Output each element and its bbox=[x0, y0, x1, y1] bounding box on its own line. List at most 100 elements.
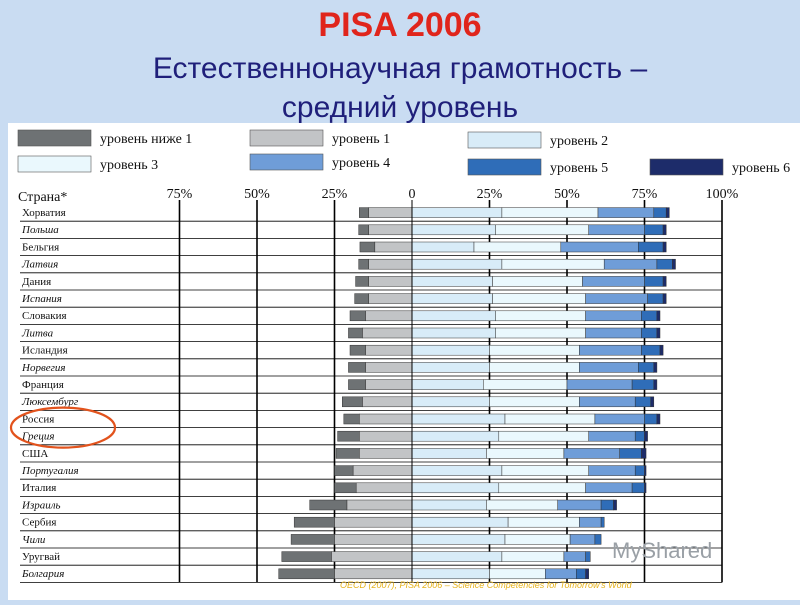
country-label: Болгария bbox=[21, 568, 64, 580]
country-label: Израиль bbox=[21, 499, 61, 511]
bar-segment-level2 bbox=[411, 327, 496, 339]
chart-panel: уровень ниже 1 уровень 1 уровень 2 уровень … bbox=[8, 123, 800, 600]
bar-segment-level5 bbox=[647, 293, 664, 304]
bar-segment-level5 bbox=[634, 430, 645, 442]
legend-label-3: уровень 3 bbox=[100, 158, 158, 173]
country-label: Россия bbox=[22, 413, 54, 425]
bar-segment-level1 bbox=[368, 276, 413, 287]
bar-segment-level5 bbox=[576, 568, 586, 580]
bar-segment-level4 bbox=[585, 293, 648, 304]
bar-segment-level3 bbox=[501, 551, 565, 562]
bar-segment-level2 bbox=[411, 362, 490, 373]
bar-segment-level5 bbox=[634, 465, 645, 476]
watermark-text: MyShared bbox=[612, 538, 713, 563]
legend-swatch-6 bbox=[649, 158, 724, 176]
source-footnote: OECD (2007), PISA 2006 – Science Compete… bbox=[340, 580, 632, 590]
bar-segment-level6 bbox=[653, 362, 658, 373]
tick-label: 50% bbox=[554, 187, 580, 202]
bar-segment-level3 bbox=[495, 327, 586, 339]
bar-segment-level4 bbox=[569, 534, 596, 545]
bar-segment-level2 bbox=[411, 310, 496, 322]
bar-segment-level4 bbox=[588, 430, 636, 442]
legend-label-6: уровень 6 bbox=[732, 161, 790, 176]
bar-segment-level2 bbox=[411, 413, 506, 425]
axis-title: Страна* bbox=[18, 190, 67, 205]
bar-segment-level5 bbox=[638, 362, 655, 373]
bar-segment-below1 bbox=[348, 379, 366, 390]
country-label: Сербия bbox=[22, 517, 56, 529]
country-label: Исландия bbox=[22, 345, 68, 357]
bar-segment-level2 bbox=[411, 499, 487, 511]
bar-segment-level4 bbox=[579, 516, 602, 528]
bar-segment-below1 bbox=[337, 430, 360, 442]
bar-segment-level3 bbox=[492, 276, 583, 287]
bar-segment-level2 bbox=[411, 241, 475, 253]
bar-segment-level6 bbox=[659, 344, 664, 356]
bar-segment-level2 bbox=[411, 534, 506, 545]
bar-segment-level5 bbox=[641, 344, 661, 356]
bar-segment-level1 bbox=[374, 241, 413, 253]
country-label: Испания bbox=[21, 293, 62, 305]
country-label: Хорватия bbox=[22, 207, 66, 219]
country-label: Греция bbox=[21, 431, 54, 443]
bar-segment-level5 bbox=[656, 258, 673, 270]
bar-segment-level2 bbox=[411, 482, 500, 494]
legend-label-1: уровень 1 bbox=[332, 132, 390, 147]
bar-segment-level4 bbox=[579, 396, 636, 408]
bar-segment-level5 bbox=[594, 534, 602, 545]
bar-segment-level3 bbox=[489, 344, 580, 356]
bar-segment-level3 bbox=[483, 379, 568, 390]
bar-segment-level6 bbox=[662, 276, 667, 287]
bar-segment-below1 bbox=[349, 344, 366, 356]
highlight-ellipse bbox=[9, 406, 117, 449]
bar-segment-below1 bbox=[334, 465, 354, 476]
bar-segment-level3 bbox=[489, 396, 580, 408]
bar-segment-level1 bbox=[365, 310, 413, 322]
bar-segment-level4 bbox=[582, 276, 645, 287]
bar-segment-level4 bbox=[597, 207, 655, 218]
country-label: Дания bbox=[22, 276, 51, 288]
tick-label: 100% bbox=[706, 187, 739, 202]
bar-segment-level1 bbox=[359, 448, 413, 459]
bar-segment-level6 bbox=[672, 258, 676, 270]
bar-segment-level5 bbox=[641, 310, 658, 322]
bar-segment-level6 bbox=[644, 482, 647, 494]
tick-label: 25% bbox=[322, 187, 348, 202]
tick-label: 75% bbox=[632, 187, 658, 202]
bar-segment-level6 bbox=[662, 293, 667, 304]
bar-segment-level3 bbox=[498, 430, 589, 442]
bar-segment-level6 bbox=[644, 430, 648, 442]
bar-segment-level4 bbox=[588, 224, 645, 236]
bar-segment-below1 bbox=[342, 396, 363, 408]
bar-segment-below1 bbox=[348, 327, 363, 339]
bar-segment-below1 bbox=[335, 448, 360, 459]
bar-segment-level4 bbox=[557, 499, 602, 511]
bar-segment-level5 bbox=[619, 448, 642, 459]
bar-segment-level2 bbox=[411, 568, 490, 580]
country-label: Бельгия bbox=[22, 241, 59, 253]
country-label: Португалия bbox=[21, 465, 79, 477]
bar-segment-level4 bbox=[594, 413, 645, 425]
bar-segment-level2 bbox=[411, 430, 500, 442]
legend-label-2: уровень 2 bbox=[550, 134, 608, 149]
bar-segment-level1 bbox=[334, 534, 413, 545]
bar-segment-below1 bbox=[359, 241, 376, 253]
bar-segment-below1 bbox=[349, 310, 366, 322]
bar-segment-level5 bbox=[631, 482, 645, 494]
tick-label: 50% bbox=[244, 187, 270, 202]
bar-segment-level3 bbox=[504, 534, 571, 545]
bar-segment-level5 bbox=[600, 499, 614, 511]
bar-segment-level5 bbox=[644, 276, 664, 287]
bar-segment-level2 bbox=[411, 258, 503, 270]
bar-segment-level2 bbox=[411, 276, 493, 287]
bar-segment-level1 bbox=[368, 258, 413, 270]
bar-segment-below1 bbox=[359, 207, 369, 218]
bar-segment-level1 bbox=[368, 224, 413, 236]
bar-segment-level5 bbox=[644, 413, 658, 425]
bar-segment-level3 bbox=[489, 568, 546, 580]
country-label: Польша bbox=[21, 224, 59, 236]
subtitle-line-1: Естественнонаучная грамотность – bbox=[152, 52, 648, 85]
bar-segment-level4 bbox=[545, 568, 577, 580]
country-label: Люксембург bbox=[21, 396, 79, 408]
country-label: Италия bbox=[22, 482, 56, 494]
